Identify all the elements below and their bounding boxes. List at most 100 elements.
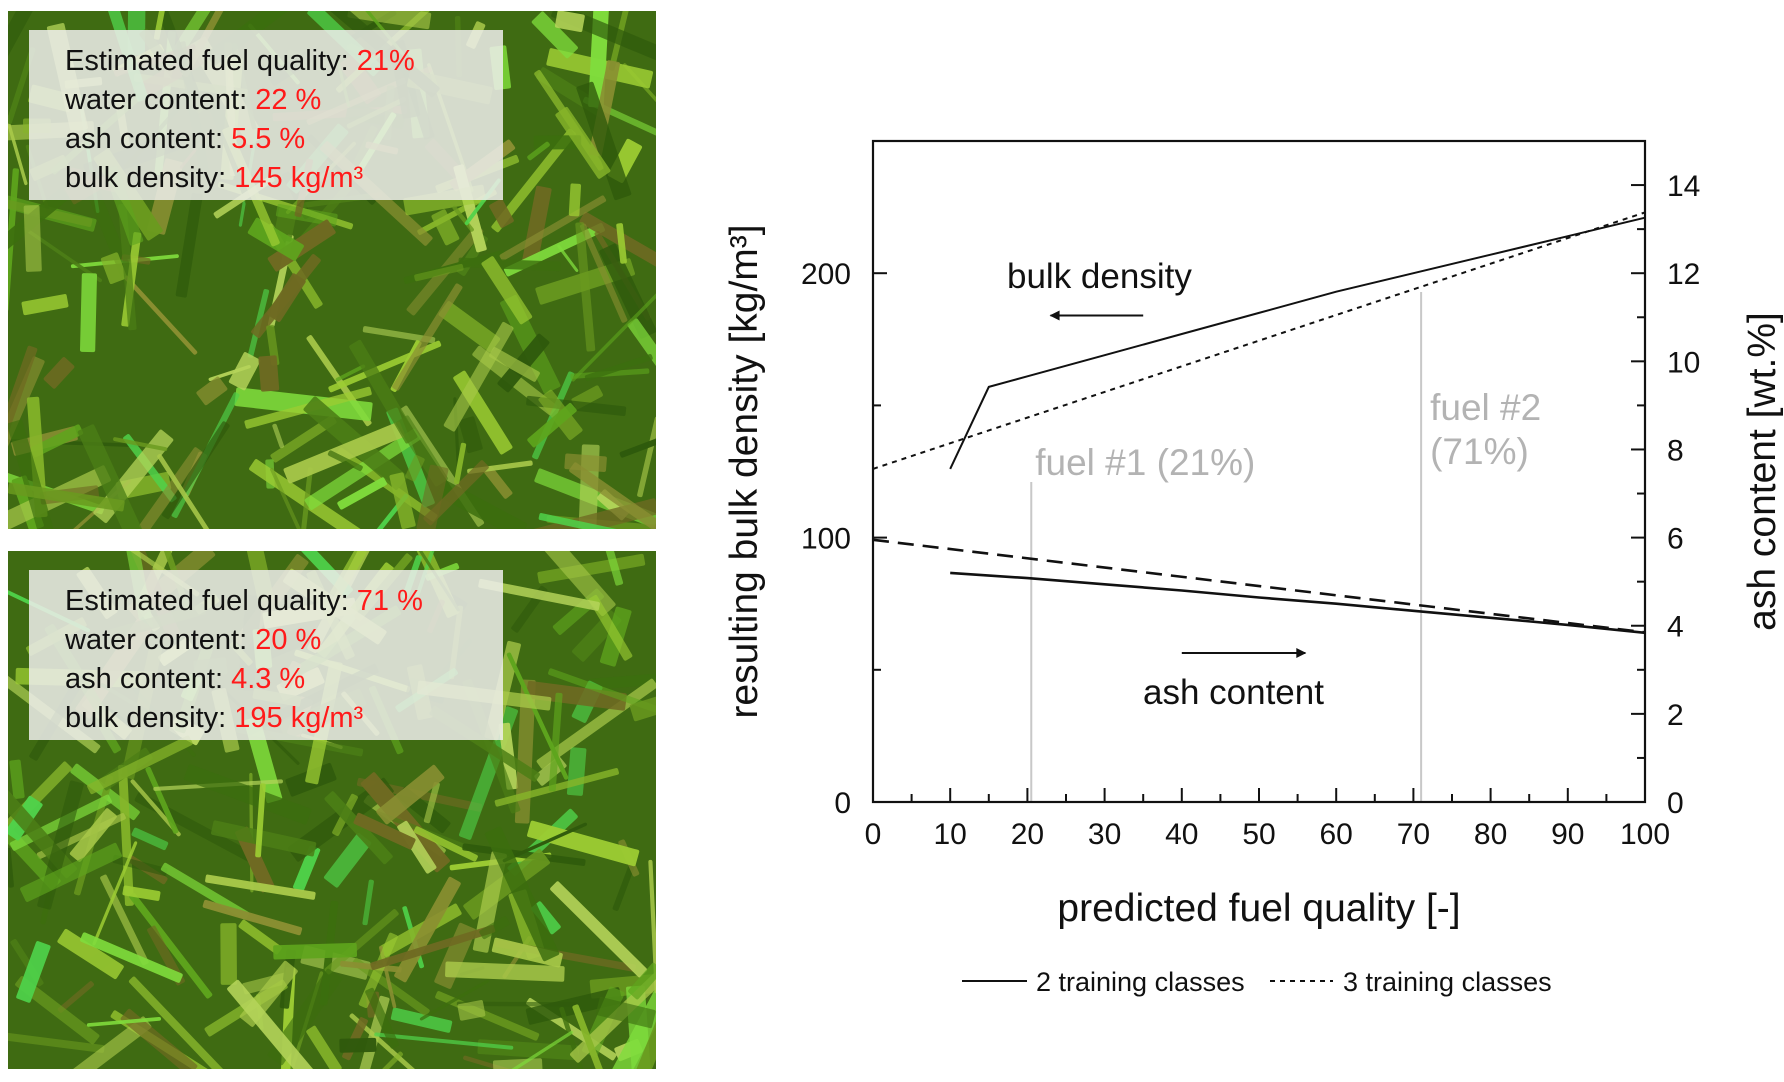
series-line-bulk-density-dotted — [872, 211, 1646, 470]
wood-chip — [258, 355, 280, 392]
wood-chip — [481, 256, 533, 325]
wood-chip — [145, 766, 179, 834]
wood-chip — [324, 909, 399, 975]
wood-chip — [619, 431, 656, 458]
wood-chip — [23, 205, 42, 272]
series-line-ash-content-solid — [950, 571, 1646, 635]
quality-line: Estimated fuel quality: 71 % — [65, 582, 503, 621]
water-value: 20 % — [255, 624, 322, 656]
wood-chip — [376, 764, 445, 825]
wood-chip — [205, 874, 316, 900]
wood-chip — [30, 424, 84, 458]
wood-chip — [374, 1032, 514, 1050]
wood-chip — [270, 467, 313, 529]
wood-chip — [595, 997, 656, 1029]
wood-chip — [484, 826, 560, 962]
wood-chip — [550, 881, 648, 978]
wood-chip — [8, 419, 55, 529]
quality-line: Estimated fuel quality: 21% — [65, 42, 503, 81]
wood-chip — [445, 961, 565, 982]
wood-chip — [559, 1006, 590, 1069]
y2-tick-label: 10 — [1667, 346, 1700, 379]
wood-chip — [77, 424, 148, 529]
wood-chip — [616, 223, 627, 264]
wood-chip — [8, 482, 125, 512]
quality-value: 71 % — [356, 585, 423, 617]
wood-chip — [362, 326, 436, 344]
wood-chip — [275, 203, 338, 227]
ash-label: ash content: — [65, 663, 223, 695]
marker-label: fuel #1 (21%) — [1035, 442, 1255, 483]
density-value: 195 kg/m³ — [234, 702, 364, 734]
y2-tick-label: 8 — [1667, 434, 1684, 467]
wood-chip — [515, 551, 616, 617]
wood-chip — [22, 226, 102, 283]
wood-chip — [568, 183, 582, 217]
wood-chip — [405, 454, 425, 482]
wood-chip — [57, 981, 94, 1013]
wood-chip — [579, 211, 656, 277]
x-tick-label: 90 — [1551, 818, 1584, 851]
wood-chip — [431, 209, 460, 246]
ash-value: 4.3 % — [231, 663, 306, 695]
wood-chip — [566, 747, 587, 796]
wood-chip — [79, 273, 98, 353]
wood-chip — [397, 820, 437, 874]
y-tick-label: 200 — [801, 258, 851, 291]
wood-chip — [293, 845, 321, 892]
wood-chip — [514, 679, 536, 824]
wood-chip — [588, 595, 633, 661]
wood-chip — [238, 919, 282, 955]
y-tick-label: 100 — [801, 523, 851, 556]
wood-chip — [576, 81, 632, 201]
wood-chip — [8, 356, 45, 465]
wood-chip — [323, 832, 372, 888]
wood-chip — [479, 916, 510, 940]
wood-chip — [627, 318, 656, 368]
wood-chip — [477, 1039, 580, 1061]
wood-chip — [419, 979, 490, 1021]
wood-chip — [139, 447, 204, 529]
wood-chip — [283, 421, 406, 484]
wood-chip — [8, 345, 38, 448]
series-line-ash-content-dashed — [872, 538, 1646, 634]
wood-chip — [124, 275, 198, 355]
wood-chip — [478, 578, 600, 611]
fuel-sample-photo-top: Estimated fuel quality: 21% water conten… — [8, 11, 656, 529]
wood-chip — [456, 1001, 578, 1007]
wood-chip — [548, 692, 563, 792]
y2-tick-label: 0 — [1667, 787, 1684, 820]
wood-chip — [15, 976, 100, 1045]
wood-chip — [266, 324, 280, 366]
marker-label: fuel #2 (71%) — [1430, 387, 1541, 472]
x-tick-label: 50 — [1242, 818, 1275, 851]
wood-chip — [8, 1032, 105, 1053]
series-line-bulk-density-solid — [949, 216, 1646, 470]
wood-chip — [327, 450, 363, 472]
x-axis-label: predicted fuel quality [-] — [1057, 887, 1460, 930]
wood-chip — [491, 128, 576, 233]
wood-chip — [8, 188, 69, 284]
wood-chip — [304, 428, 421, 510]
wood-chip — [183, 764, 312, 825]
wood-chip — [128, 976, 229, 1069]
wood-chip — [227, 979, 317, 1069]
wood-chip — [623, 1009, 656, 1069]
density-label: bulk density: — [65, 702, 227, 734]
x-tick-label: 40 — [1165, 818, 1198, 851]
wood-chip — [458, 416, 483, 454]
wood-chip — [557, 244, 579, 272]
wood-chip — [637, 416, 656, 498]
wood-chip — [572, 1004, 619, 1069]
wood-chip — [612, 862, 636, 911]
wood-chip — [414, 263, 464, 282]
wood-chip — [80, 932, 183, 983]
wood-chip — [554, 11, 585, 32]
water-line: water content: 20 % — [65, 621, 503, 660]
wood-chip — [69, 808, 117, 862]
wood-chip — [9, 759, 25, 799]
water-value: 22 % — [255, 84, 322, 116]
ash-line: ash content: 4.3 % — [65, 660, 503, 699]
wood-chip — [489, 198, 514, 228]
wood-chip — [196, 376, 228, 406]
